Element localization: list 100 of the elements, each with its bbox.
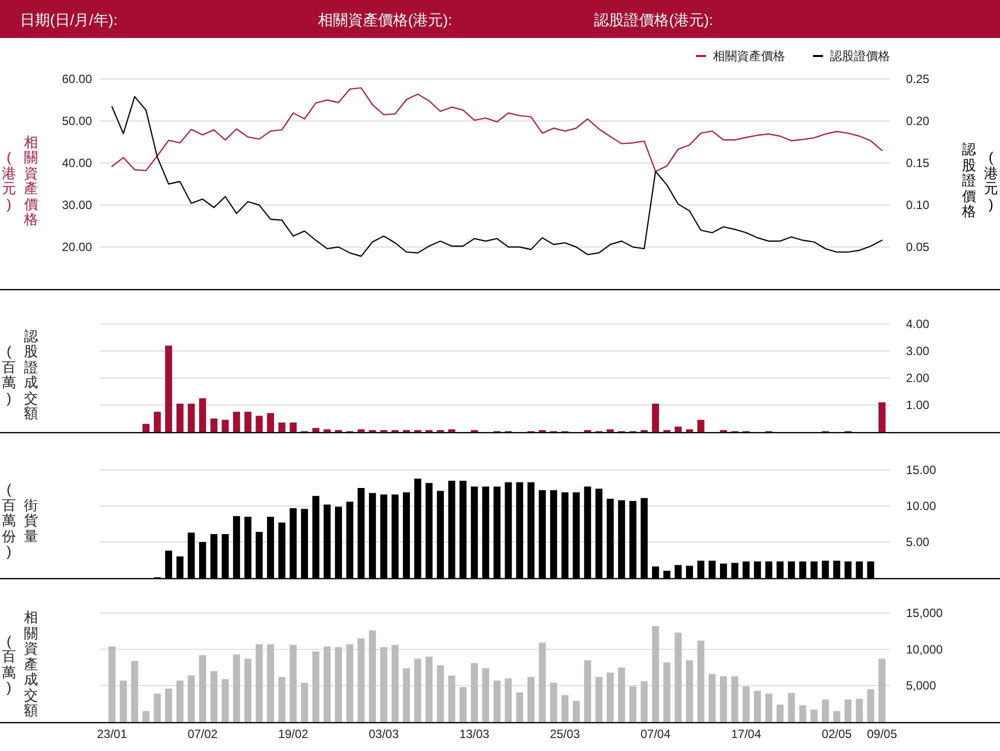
- bar: [856, 698, 863, 722]
- bar: [572, 700, 580, 722]
- bar: [414, 658, 422, 722]
- bar: [199, 398, 206, 432]
- y2-tick-label: 0.10: [906, 198, 930, 212]
- y2-tick-label: 0.15: [906, 156, 930, 170]
- y-tick-label: 5,000: [906, 678, 936, 693]
- bar: [810, 710, 818, 722]
- text: 認股證成交額(百萬): [2, 328, 38, 421]
- y-tick-label: 15.00: [906, 463, 936, 477]
- x-tick-label: 07/02: [188, 727, 218, 741]
- bar: [222, 420, 229, 432]
- bar: [561, 695, 568, 722]
- bar: [482, 668, 490, 722]
- text: 相關資產價格(港元):: [318, 12, 452, 29]
- x-tick-label: 03/03: [368, 727, 400, 741]
- bar: [686, 660, 693, 722]
- bar: [595, 676, 602, 722]
- bar: [550, 682, 558, 722]
- y-tick-label: 50.00: [62, 114, 92, 128]
- bar: [176, 680, 184, 722]
- x-tick-label: 09/05: [866, 727, 898, 741]
- legend-label: 認股證價格: [830, 49, 890, 63]
- bar: [652, 404, 660, 432]
- bar: [165, 688, 172, 722]
- y-tick-label: 10,000: [906, 642, 944, 656]
- bar: [188, 404, 195, 432]
- y-tick-label: 20.00: [62, 240, 92, 254]
- y-tick-label: 4.00: [906, 317, 930, 331]
- bar: [652, 626, 660, 722]
- text: 相關資產價格(港元): [2, 134, 38, 227]
- bar: [368, 630, 376, 722]
- bar: [267, 644, 274, 722]
- bar: [312, 428, 320, 432]
- line-series: [111, 96, 883, 257]
- bar: [504, 678, 512, 722]
- bar: [618, 668, 626, 722]
- bar: [244, 658, 252, 722]
- bar: [278, 676, 286, 722]
- bar: [267, 413, 274, 432]
- bar: [324, 646, 331, 722]
- y2-tick-label: 0.05: [906, 240, 930, 254]
- bar: [697, 640, 704, 722]
- bar: [392, 644, 399, 722]
- bar: [494, 680, 500, 722]
- bar: [448, 429, 456, 432]
- bar: [222, 679, 229, 722]
- bar: [131, 660, 138, 722]
- y-tick-label: 1.00: [906, 398, 930, 412]
- bar: [154, 412, 161, 432]
- text: 日期(日/月/年):: [20, 12, 118, 29]
- bar: [833, 711, 840, 722]
- y2-tick-label: 0.25: [906, 72, 930, 86]
- x-tick-label: 07/04: [640, 727, 671, 741]
- bar: [312, 652, 320, 722]
- bar: [674, 632, 682, 722]
- bar: [346, 644, 354, 722]
- bar: [742, 686, 750, 722]
- y-tick-label: 30.00: [62, 198, 92, 212]
- bar: [697, 420, 704, 432]
- bar: [470, 663, 478, 722]
- bar: [278, 422, 286, 432]
- bar: [142, 424, 150, 432]
- bar: [233, 654, 240, 722]
- bar: [290, 644, 297, 722]
- bar: [663, 662, 670, 722]
- y-tick-label: 3.00: [906, 344, 930, 358]
- x-tick-label: 17/04: [731, 727, 762, 741]
- bar: [844, 699, 852, 722]
- x-tick-label: 02/05: [822, 727, 852, 741]
- bar: [358, 638, 365, 722]
- bar: [301, 682, 308, 722]
- bar: [754, 690, 761, 722]
- bar: [256, 644, 263, 722]
- bar: [776, 704, 784, 722]
- x-tick-label: 13/03: [459, 727, 490, 741]
- bar: [233, 412, 240, 432]
- bar: [436, 665, 444, 722]
- bar: [244, 412, 252, 432]
- x-tick-label: 25/03: [550, 727, 580, 741]
- text: 街貨量(百萬份): [2, 481, 38, 560]
- bar: [334, 647, 342, 722]
- y-tick-label: 5.00: [906, 535, 930, 549]
- bar: [867, 689, 874, 722]
- bar: [448, 675, 456, 722]
- bar: [799, 705, 806, 722]
- bar: [358, 429, 365, 432]
- bar: [822, 699, 829, 722]
- bar: [165, 346, 172, 432]
- bar: [708, 674, 716, 722]
- bar: [538, 642, 546, 722]
- bar: [686, 429, 693, 432]
- y-tick-label: 2.00: [906, 371, 930, 385]
- bar: [290, 422, 297, 432]
- bar: [674, 426, 682, 432]
- bar: [788, 692, 795, 722]
- text: 認股證價格(港元):: [594, 12, 714, 29]
- bar: [878, 658, 886, 722]
- bar: [154, 694, 161, 722]
- bar: [188, 675, 195, 722]
